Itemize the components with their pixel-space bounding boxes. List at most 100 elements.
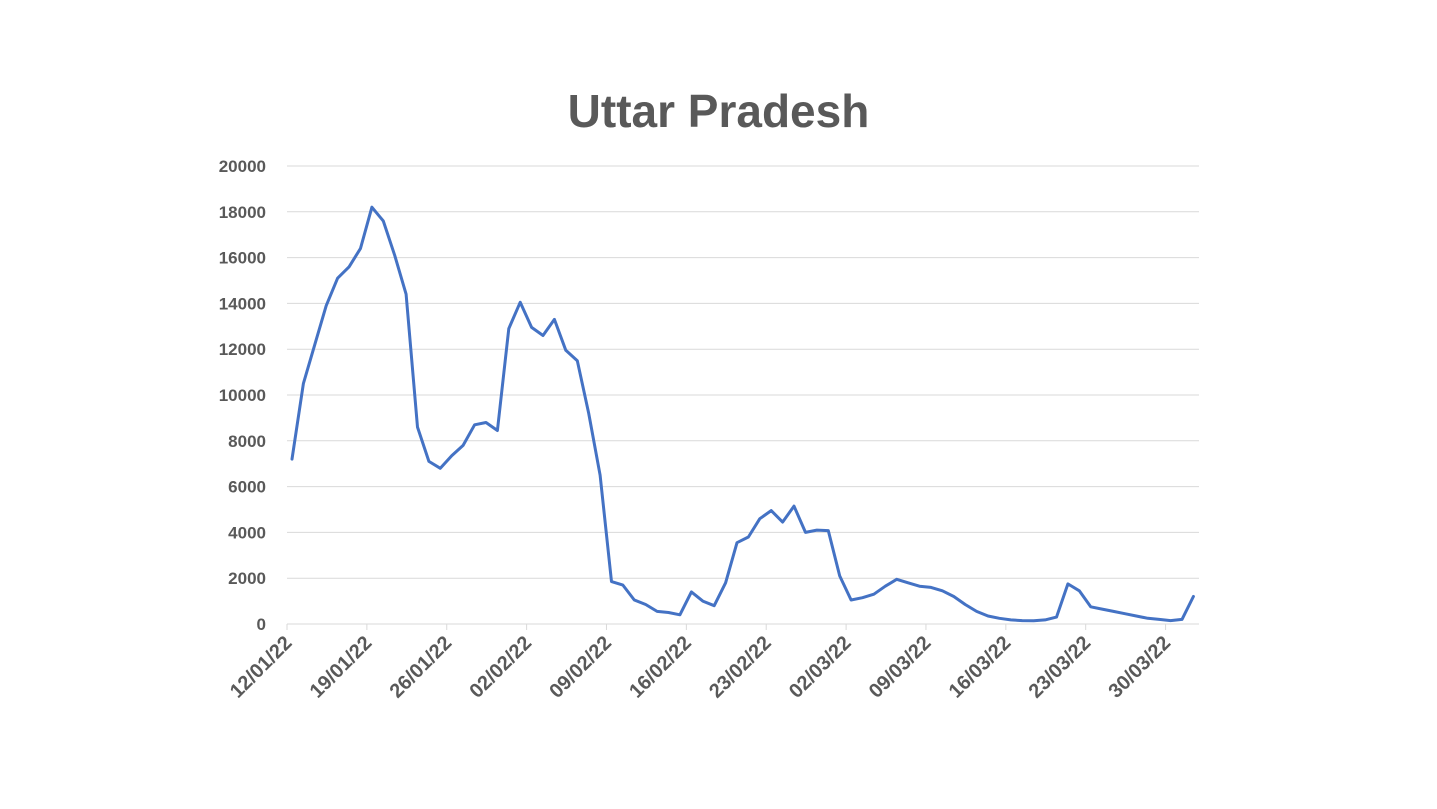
data-point [770,509,773,512]
data-point [1112,610,1115,613]
x-tick-label: 26/01/22 [386,632,457,703]
data-point [736,541,739,544]
data-point [599,474,602,477]
data-point [895,578,898,581]
data-point [656,610,659,613]
data-point [815,529,818,532]
y-tick-label: 6000 [228,478,266,497]
data-point [519,301,522,304]
data-point [1158,618,1161,621]
data-point [907,581,910,584]
y-tick-label: 10000 [219,386,266,405]
data-point [1169,619,1172,622]
data-point [325,304,328,307]
data-point [884,585,887,588]
data-point [930,586,933,589]
data-point [450,454,453,457]
data-point [975,610,978,613]
data-point [1135,615,1138,618]
data-point [336,277,339,280]
data-point [439,467,442,470]
data-point [462,444,465,447]
data-point [644,603,647,606]
y-tick-label: 12000 [219,340,266,359]
y-tick-label: 18000 [219,203,266,222]
data-point [393,254,396,257]
data-point [918,585,921,588]
data-point [1044,618,1047,621]
x-tick-label: 30/03/22 [1104,632,1175,703]
data-point [416,426,419,429]
x-tick-label: 16/03/22 [945,632,1016,703]
data-point [576,359,579,362]
data-point [507,327,510,330]
data-point [621,584,624,587]
data-point [587,412,590,415]
data-point [302,382,305,385]
x-tick-label: 12/01/22 [226,632,297,703]
y-axis-tick-labels: 0 2000 4000 6000 8000 10000 12000 14000 16000 180… [219,157,266,634]
data-point [678,613,681,616]
x-axis [286,623,1199,630]
data-point [405,293,408,296]
x-tick-label: 19/01/22 [306,632,377,703]
x-tick-label: 23/02/22 [705,632,776,703]
data-point [542,334,545,337]
data-point [781,521,784,524]
data-point [610,580,613,583]
y-tick-label: 14000 [219,294,266,313]
data-point [1021,619,1024,622]
data-point [370,206,373,209]
data-point [1146,617,1149,620]
data-point [496,429,499,432]
x-tick-label: 09/03/22 [865,632,936,703]
data-point [564,349,567,352]
data-point [1101,608,1104,611]
y-tick-label: 16000 [219,249,266,268]
x-tick-label: 16/02/22 [625,632,696,703]
data-point [553,318,556,321]
y-tick-label: 0 [257,615,266,634]
x-tick-label: 09/02/22 [545,632,616,703]
data-point [1192,595,1195,598]
data-point [701,600,704,603]
data-point [713,604,716,607]
y-tick-label: 8000 [228,432,266,451]
x-tick-label: 23/03/22 [1025,632,1096,703]
data-point [473,423,476,426]
data-point [758,517,761,520]
data-point [1066,582,1069,585]
data-point [987,615,990,618]
gridlines [287,165,1199,579]
series-line [290,205,1195,623]
x-axis-tick-labels: 12/01/22 19/01/22 26/01/22 02/02/22 09/02/22… [226,632,1175,703]
data-point [827,529,830,532]
data-point [667,611,670,614]
data-point [485,421,488,424]
data-point [291,458,294,461]
data-point [427,460,430,463]
data-point [359,247,362,250]
data-point [1078,589,1081,592]
data-point [530,326,533,329]
data-point [1123,612,1126,615]
series [290,205,1195,623]
data-point [964,603,967,606]
y-tick-label: 2000 [228,569,266,588]
data-point [633,599,636,602]
data-point [690,590,693,593]
y-tick-label: 20000 [219,157,266,176]
data-point [724,581,727,584]
x-tick-label: 02/02/22 [466,632,537,703]
y-tick-label: 4000 [228,523,266,542]
data-point [1055,616,1058,619]
data-point [747,536,750,539]
data-point [348,265,351,268]
data-point [952,595,955,598]
data-point [793,505,796,508]
data-point [872,593,875,596]
data-point [382,220,385,223]
data-point [804,531,807,534]
data-point [1089,605,1092,608]
